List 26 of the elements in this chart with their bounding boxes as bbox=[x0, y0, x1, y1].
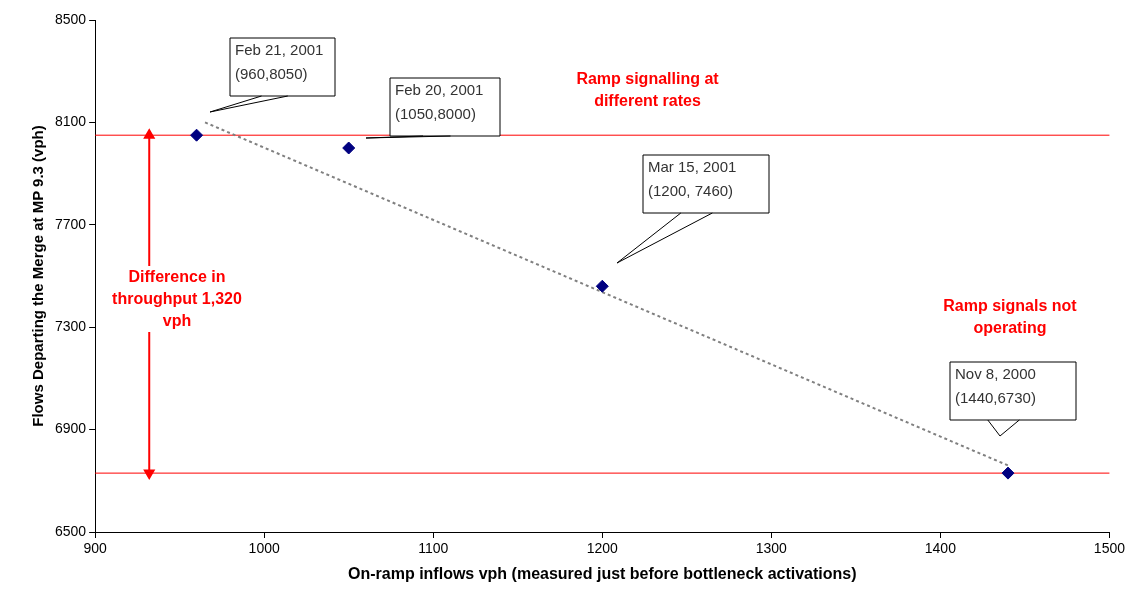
x-tick-label: 1000 bbox=[248, 540, 280, 557]
y-tick-label: 6900 bbox=[54, 420, 87, 437]
x-tick-label: 1300 bbox=[755, 540, 788, 557]
y-axis-title: Flows Departing the Merge at MP 9.3 (vph) bbox=[29, 125, 47, 427]
point bbox=[595, 279, 609, 293]
annotation: Nov 8, 2000 (1440,6730) bbox=[955, 364, 1036, 406]
x-tick-label: 1400 bbox=[924, 540, 957, 557]
x-tick-label: 1100 bbox=[418, 540, 449, 557]
x-tick-label: 1200 bbox=[586, 540, 619, 557]
y-tick-label: 6500 bbox=[54, 522, 87, 539]
y-tick-label: 8100 bbox=[54, 113, 87, 130]
x-tick-label: 1500 bbox=[1093, 540, 1126, 557]
point bbox=[342, 141, 356, 155]
x-axis-title: On-ramp inflows vph (measured just before bottleneck activations) bbox=[348, 564, 857, 582]
annotation: Difference in throughput 1,320 vph bbox=[112, 266, 242, 332]
annotation: Feb 21, 2001 (960,8050) bbox=[235, 40, 324, 82]
x-tick-label: 900 bbox=[83, 540, 108, 557]
y-tick-label: 7300 bbox=[54, 318, 87, 335]
point bbox=[190, 128, 204, 142]
point bbox=[1001, 466, 1015, 480]
annotation: Feb 20, 2001 (1050,8000) bbox=[395, 80, 484, 122]
annotation: Ramp signalling at different rates bbox=[560, 68, 735, 112]
annotation: Mar 15, 2001 (1200, 7460) bbox=[648, 157, 737, 199]
y-tick-label: 8500 bbox=[54, 10, 87, 27]
y-tick-label: 7700 bbox=[54, 215, 87, 232]
annotation: Ramp signals not operating bbox=[940, 295, 1080, 339]
